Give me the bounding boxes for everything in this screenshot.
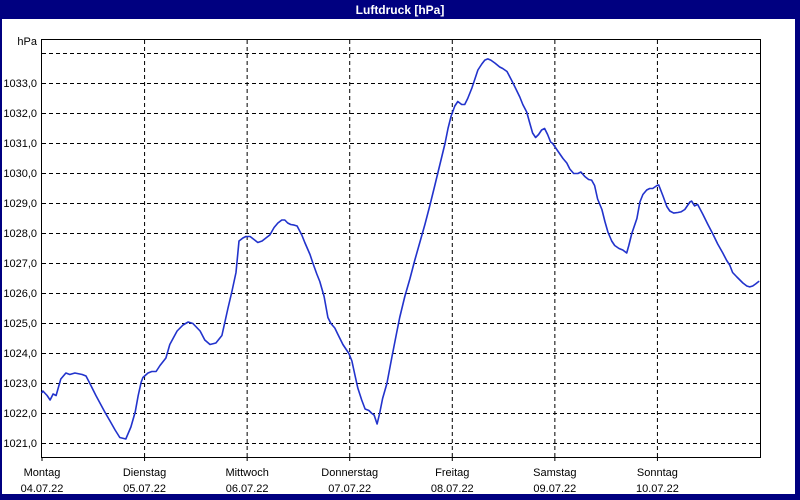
x-axis-day-label: Dienstag (122, 467, 167, 479)
y-axis-tick-label: 1027,0 (3, 257, 37, 270)
x-axis-date-label: 04.07.22 (20, 483, 64, 495)
y-axis-tick-label: 1032,0 (3, 107, 37, 120)
pressure-line-chart (41, 40, 760, 463)
y-axis-tick-label: 1033,0 (3, 77, 37, 90)
x-axis-date-label: 10.07.22 (636, 483, 679, 495)
y-axis-tick-label: 1022,0 (3, 407, 37, 420)
y-axis-tick-label: 1021,0 (3, 437, 37, 450)
y-axis-tick-label: 1024,0 (3, 347, 37, 360)
chart-area: hPa 1021,0 1022,0 1023,0 1024,0 1025,0 1026,0… (2, 19, 795, 495)
x-axis-day-label: Montag (23, 467, 61, 479)
x-axis-date-label: 06.07.22 (225, 483, 269, 495)
y-axis-tick-label: 1023,0 (3, 377, 37, 390)
title-bar: Luftdruck [hPa] (0, 0, 800, 19)
plot-area (41, 39, 761, 463)
y-axis-tick-label: 1028,0 (3, 227, 37, 240)
x-axis-date-label: 09.07.22 (533, 483, 577, 495)
x-axis-date-label: 08.07.22 (430, 483, 474, 495)
x-axis-day-label: Freitag (435, 467, 470, 479)
x-axis-day-label: Samstag (533, 467, 577, 479)
x-axis-date-label: 05.07.22 (123, 483, 166, 495)
y-axis-tick-label: 1029,0 (3, 197, 37, 210)
x-axis-day-label: Sonntag (636, 467, 678, 479)
x-axis-day-label: Mittwoch (225, 467, 269, 479)
chart-title: Luftdruck [hPa] (355, 2, 445, 17)
y-axis-tick-label: 1025,0 (3, 317, 37, 330)
y-axis-tick-label: 1031,0 (3, 137, 37, 150)
pressure-series-line (41, 58, 760, 440)
y-axis-unit-label: hPa (17, 36, 37, 48)
x-axis-day-label: Donnerstag (321, 467, 379, 479)
y-axis-tick-label: 1030,0 (3, 167, 37, 180)
x-axis-date-label: 07.07.22 (328, 483, 372, 495)
y-axis-tick-label: 1026,0 (3, 287, 37, 300)
